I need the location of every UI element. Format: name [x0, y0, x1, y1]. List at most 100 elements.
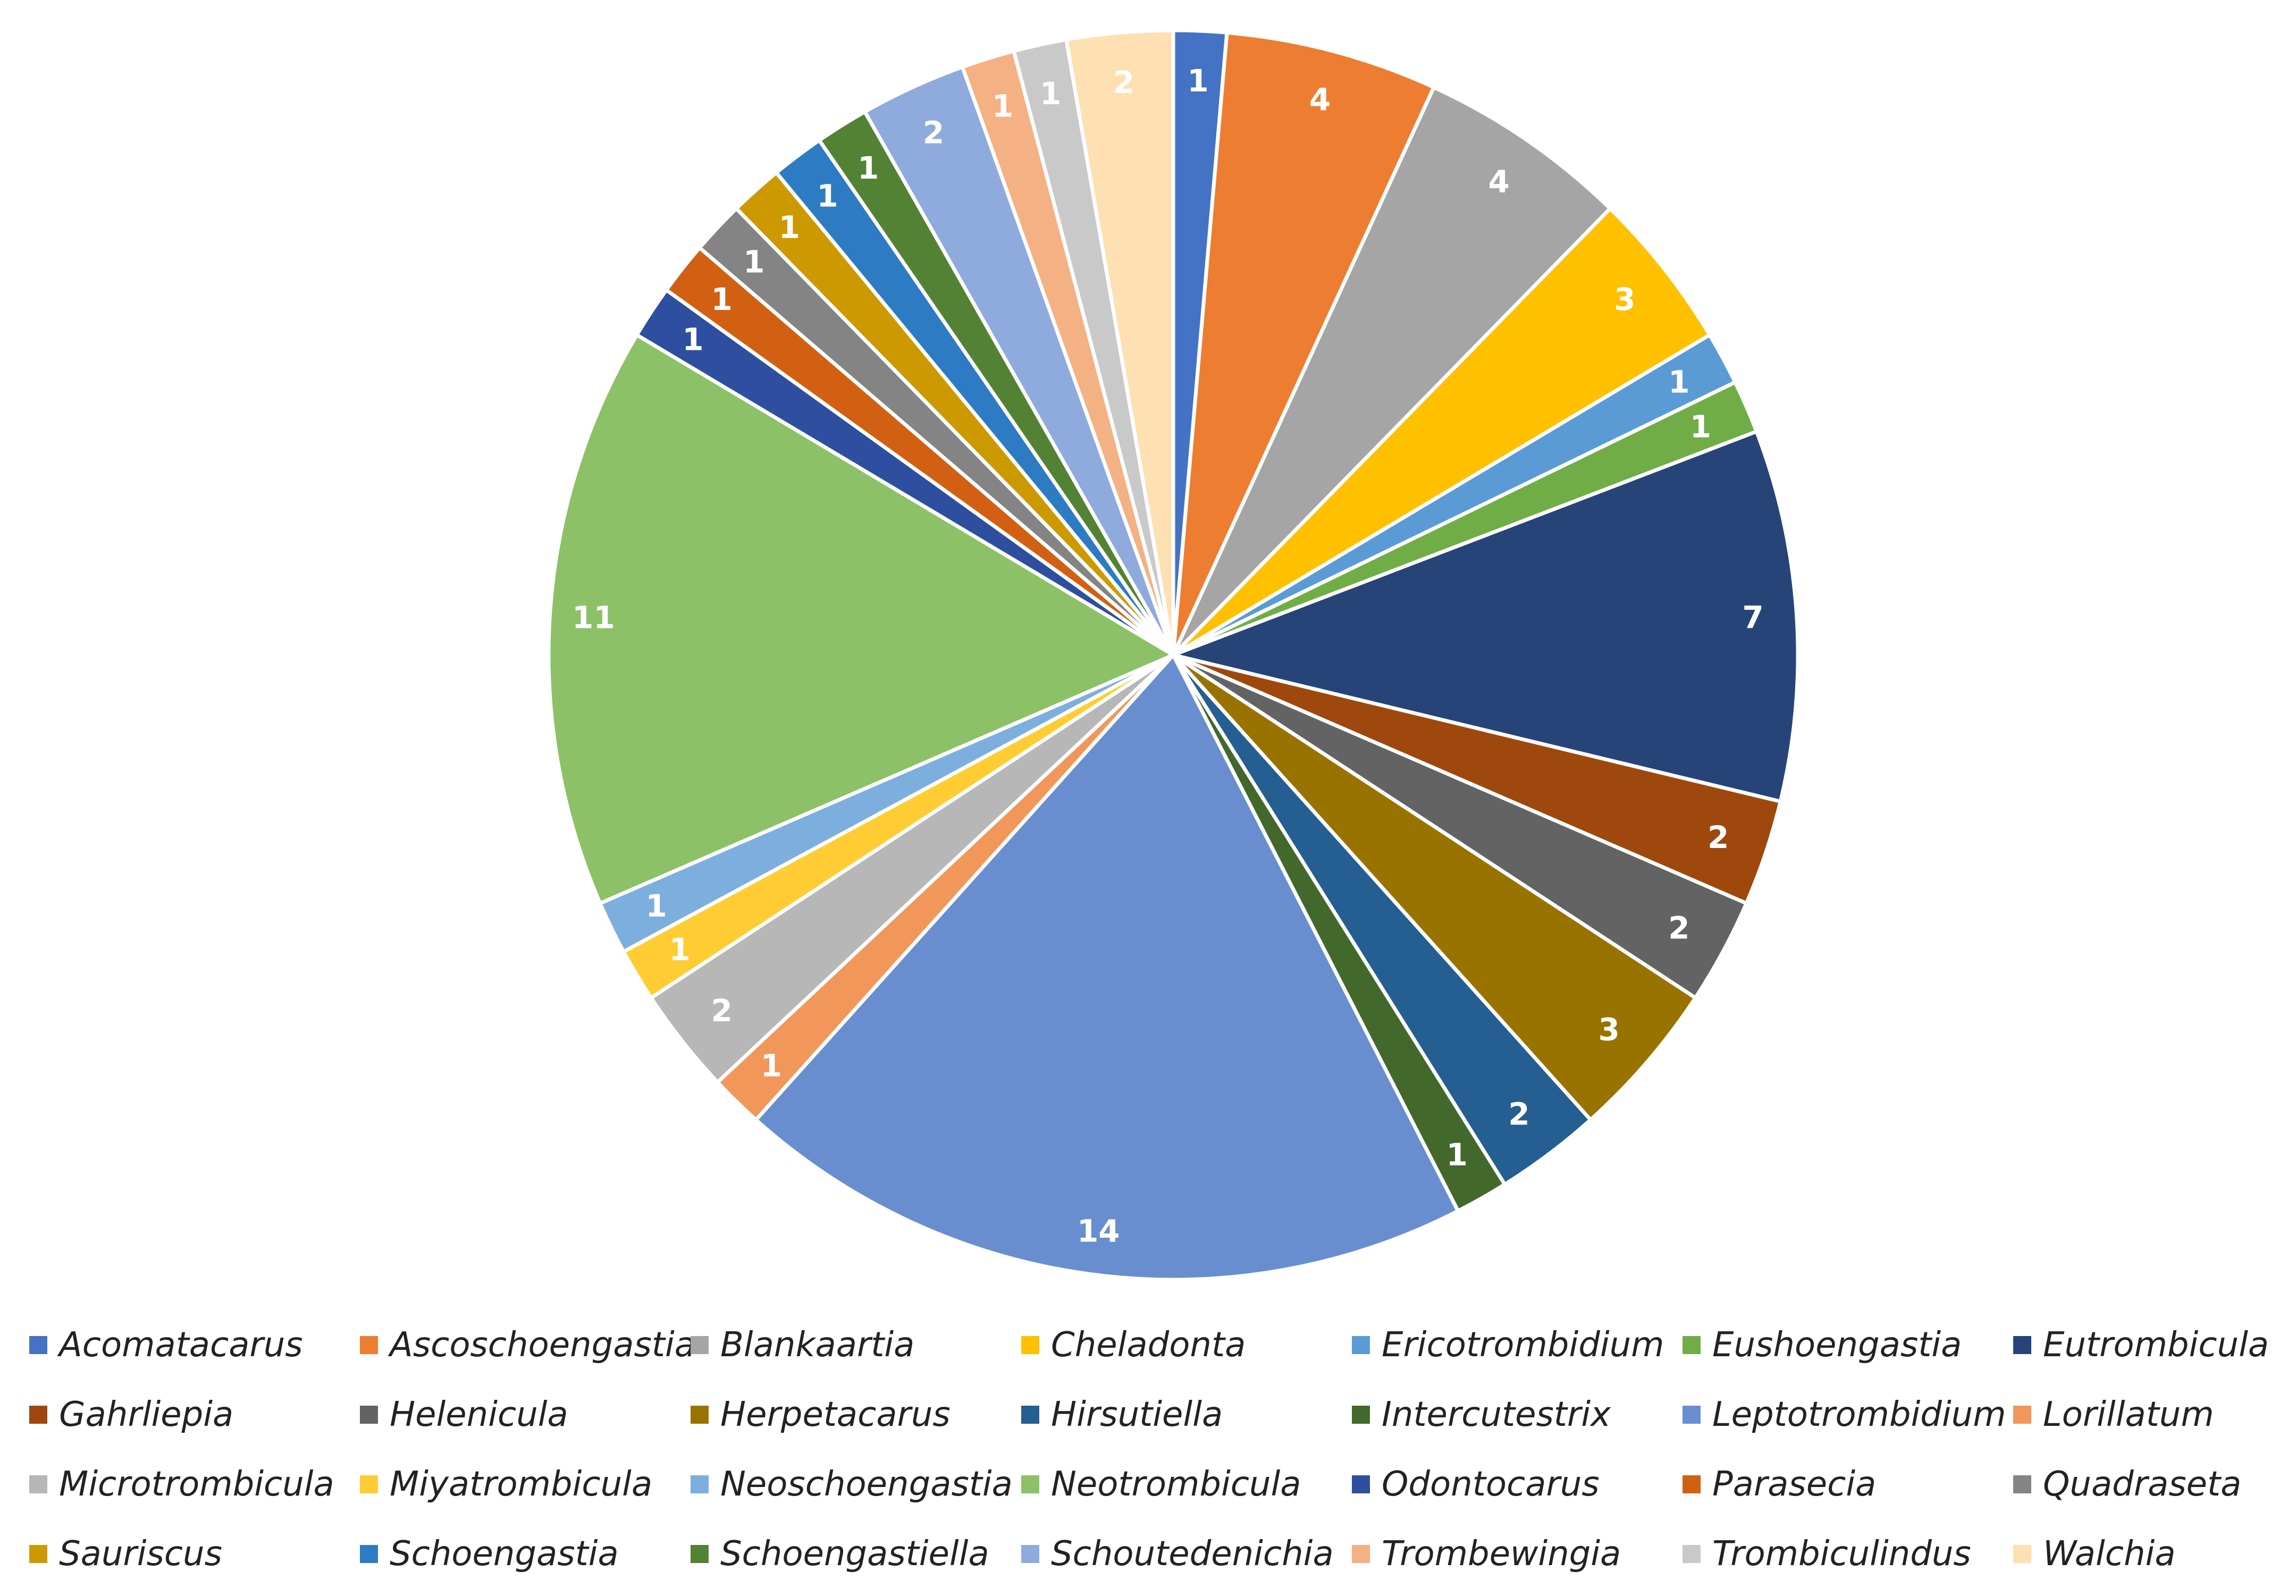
pie-slices [546, 28, 1800, 1282]
data-label-odontocarus: 1 [682, 322, 703, 358]
legend-swatch [691, 1406, 709, 1424]
pie-slice-neotrombicula [546, 333, 1175, 905]
legend-item-intercutestrix: Intercutestrix [1352, 1385, 1611, 1444]
legend-item-ericotrombidium: Ericotrombidium [1352, 1316, 1664, 1374]
data-label-schoengastiella: 1 [857, 150, 879, 186]
legend-item-microtrombicula: Microtrombicula [29, 1455, 334, 1514]
legend-swatch [2013, 1406, 2031, 1424]
legend-label: Odontocarus [1382, 1465, 1600, 1504]
legend-label: Ascoschoengastia [390, 1325, 695, 1365]
legend-label: Trombiculindus [1712, 1534, 1971, 1574]
legend-swatch [1683, 1406, 1701, 1424]
legend-label: Intercutestrix [1382, 1395, 1611, 1434]
legend-label: Schoutedenichia [1051, 1534, 1334, 1574]
data-label-neotrombicula: 11 [572, 600, 615, 636]
legend-swatch [2013, 1475, 2031, 1493]
legend-item-cheladonta: Cheladonta [1021, 1316, 1246, 1374]
legend-label: Cheladonta [1051, 1325, 1246, 1365]
data-label-trombewingia: 1 [992, 88, 1013, 124]
legend-label: Acomatacarus [59, 1325, 303, 1365]
data-label-gahrliepia: 2 [1708, 819, 1729, 855]
legend-label: Herpetacarus [720, 1395, 951, 1434]
legend-swatch [29, 1545, 47, 1563]
legend-item-trombewingia: Trombewingia [1352, 1525, 1621, 1583]
legend-item-herpetacarus: Herpetacarus [691, 1385, 951, 1444]
data-label-leptotrombidium: 14 [1077, 1213, 1120, 1249]
legend-swatch [29, 1406, 47, 1424]
legend-swatch [360, 1545, 378, 1563]
legend-swatch [29, 1475, 47, 1493]
legend-label: Eushoengastia [1712, 1325, 1962, 1365]
data-label-sauriscus: 1 [779, 209, 800, 246]
legend-swatch [2013, 1545, 2031, 1563]
legend-swatch [1021, 1475, 1039, 1493]
data-label-miyatrombicula: 1 [669, 931, 691, 968]
legend-label: Eutrombicula [2043, 1325, 2269, 1365]
legend-label: Schoengastia [390, 1534, 619, 1574]
legend-label: Leptotrombidium [1712, 1395, 2006, 1434]
legend-swatch [29, 1336, 47, 1354]
legend-label: Gahrliepia [59, 1395, 234, 1434]
legend-item-odontocarus: Odontocarus [1352, 1455, 1600, 1514]
legend-item-helenicula: Helenicula [360, 1385, 568, 1444]
legend-item-acomatacarus: Acomatacarus [29, 1316, 303, 1374]
data-label-ericotrombidium: 1 [1668, 364, 1689, 400]
data-label-trombiculindus: 1 [1040, 75, 1061, 112]
legend-item-hirsutiella: Hirsutiella [1021, 1385, 1223, 1444]
legend-item-walchia: Walchia [2013, 1525, 2176, 1583]
legend-label: Sauriscus [59, 1534, 222, 1574]
data-label-helenicula: 2 [1668, 910, 1689, 946]
legend-item-parasecia: Parasecia [1683, 1455, 1876, 1514]
legend-swatch [360, 1406, 378, 1424]
legend-item-neotrombicula: Neotrombicula [1021, 1455, 1301, 1514]
pie-slice-cheladonta [1171, 206, 1712, 657]
legend-label: Trombewingia [1382, 1534, 1621, 1574]
legend-label: Helenicula [390, 1395, 568, 1434]
legend-item-leptotrombidium: Leptotrombidium [1683, 1385, 2006, 1444]
legend-label: Neoschoengastia [720, 1465, 1013, 1504]
pie-slice-blankaartia [1171, 85, 1612, 657]
legend-item-blankaartia: Blankaartia [691, 1316, 914, 1374]
pie-slice-ascoschoengastia [1171, 30, 1436, 657]
legend-swatch [2013, 1336, 2031, 1354]
legend-label: Neotrombicula [1051, 1465, 1301, 1504]
legend-swatch [1683, 1545, 1701, 1563]
legend-label: Miyatrombicula [390, 1465, 653, 1504]
legend-item-schoengastiella: Schoengastiella [691, 1525, 989, 1583]
data-label-cheladonta: 3 [1614, 281, 1635, 317]
legend-label: Blankaartia [720, 1325, 915, 1365]
legend-item-schoengastia: Schoengastia [360, 1525, 619, 1583]
legend-label: Hirsutiella [1051, 1395, 1223, 1434]
legend-label: Lorillatum [2043, 1395, 2214, 1434]
data-label-hirsutiella: 2 [1508, 1096, 1529, 1132]
legend-item-trombiculindus: Trombiculindus [1683, 1525, 1971, 1583]
legend-swatch [691, 1545, 709, 1563]
data-label-quadraseta: 1 [743, 244, 764, 280]
data-label-intercutestrix: 1 [1446, 1137, 1468, 1173]
data-label-eushoengastia: 1 [1690, 408, 1711, 444]
data-label-schoengastia: 1 [817, 178, 838, 214]
data-label-walchia: 2 [1113, 64, 1134, 100]
legend-swatch [1352, 1336, 1370, 1354]
legend-label: Parasecia [1712, 1465, 1877, 1504]
legend-swatch [691, 1336, 709, 1354]
legend-swatch [360, 1336, 378, 1354]
pie-slice-herpetacarus [1171, 653, 1697, 1122]
pie-slice-eutrombicula [1171, 430, 1800, 804]
legend-label: Walchia [2043, 1534, 2176, 1574]
pie-slice-walchia [1064, 28, 1175, 657]
data-label-blankaartia: 4 [1488, 163, 1509, 199]
legend-label: Schoengastiella [720, 1534, 989, 1574]
legend-swatch [1021, 1545, 1039, 1563]
legend-item-ascoschoengastia: Ascoschoengastia [360, 1316, 695, 1374]
data-label-acomatacarus: 1 [1187, 63, 1208, 99]
data-label-lorillatum: 1 [761, 1048, 782, 1084]
legend-item-lorillatum: Lorillatum [2013, 1385, 2214, 1444]
legend-item-miyatrombicula: Miyatrombicula [360, 1455, 652, 1514]
legend-item-eutrombicula: Eutrombicula [2013, 1316, 2269, 1374]
data-label-microtrombicula: 2 [711, 993, 733, 1029]
data-label-schoutedenichia: 2 [923, 115, 944, 151]
